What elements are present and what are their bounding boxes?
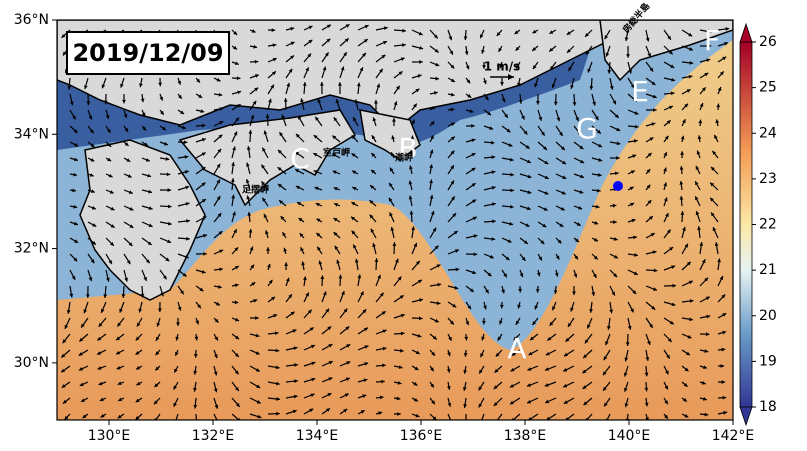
colorbar-extend-max	[740, 24, 752, 42]
station-dot	[613, 181, 623, 191]
place-label: 室戸岬	[323, 147, 350, 159]
current-arrowhead	[464, 421, 468, 425]
current-arrowhead	[174, 420, 178, 424]
letter-label: G	[576, 112, 598, 145]
colorbar-ticks: 18 19 20 21 22 23 24 25 26	[752, 34, 777, 415]
x-tick-label: 130°E	[88, 428, 131, 444]
letter-label: F	[704, 24, 720, 57]
colorbar-tick-label: 26	[759, 34, 777, 50]
colorbar-tick-label: 23	[759, 171, 777, 187]
date-label: 2019/12/09	[72, 39, 223, 67]
colorbar	[740, 42, 752, 407]
scale-label: 1 m/s	[484, 60, 521, 74]
colorbar-extend-min	[740, 407, 752, 425]
letter-label: C	[290, 142, 310, 175]
y-tick-label: 34°N	[14, 126, 49, 142]
colorbar-tick-label: 19	[759, 353, 777, 369]
y-tick-label: 36°N	[14, 12, 49, 28]
current-arrowhead	[479, 421, 483, 425]
x-tick-label: 132°E	[192, 428, 235, 444]
x-tick-label: 140°E	[608, 428, 651, 444]
y-tick-label: 30°N	[14, 355, 49, 371]
x-tick-label: 136°E	[400, 428, 443, 444]
place-label: 潮岬	[395, 152, 413, 164]
colorbar-tick-label: 25	[759, 80, 777, 96]
x-tick-label: 134°E	[296, 428, 339, 444]
colorbar-tick-label: 18	[759, 399, 777, 415]
colorbar-tick-label: 20	[759, 308, 777, 324]
place-label: 足摺岬	[242, 184, 269, 196]
current-arrowhead	[195, 422, 199, 426]
letter-label: A	[507, 332, 526, 365]
y-tick-label: 32°N	[14, 241, 49, 257]
colorbar-tick-label: 22	[759, 217, 777, 233]
x-tick-label: 138°E	[504, 428, 547, 444]
x-tick-label: 142°E	[712, 428, 755, 444]
current-arrowhead	[216, 421, 219, 425]
letter-label: E	[631, 75, 649, 108]
colorbar-tick-label: 24	[759, 125, 777, 141]
colorbar-tick-label: 21	[759, 262, 777, 278]
